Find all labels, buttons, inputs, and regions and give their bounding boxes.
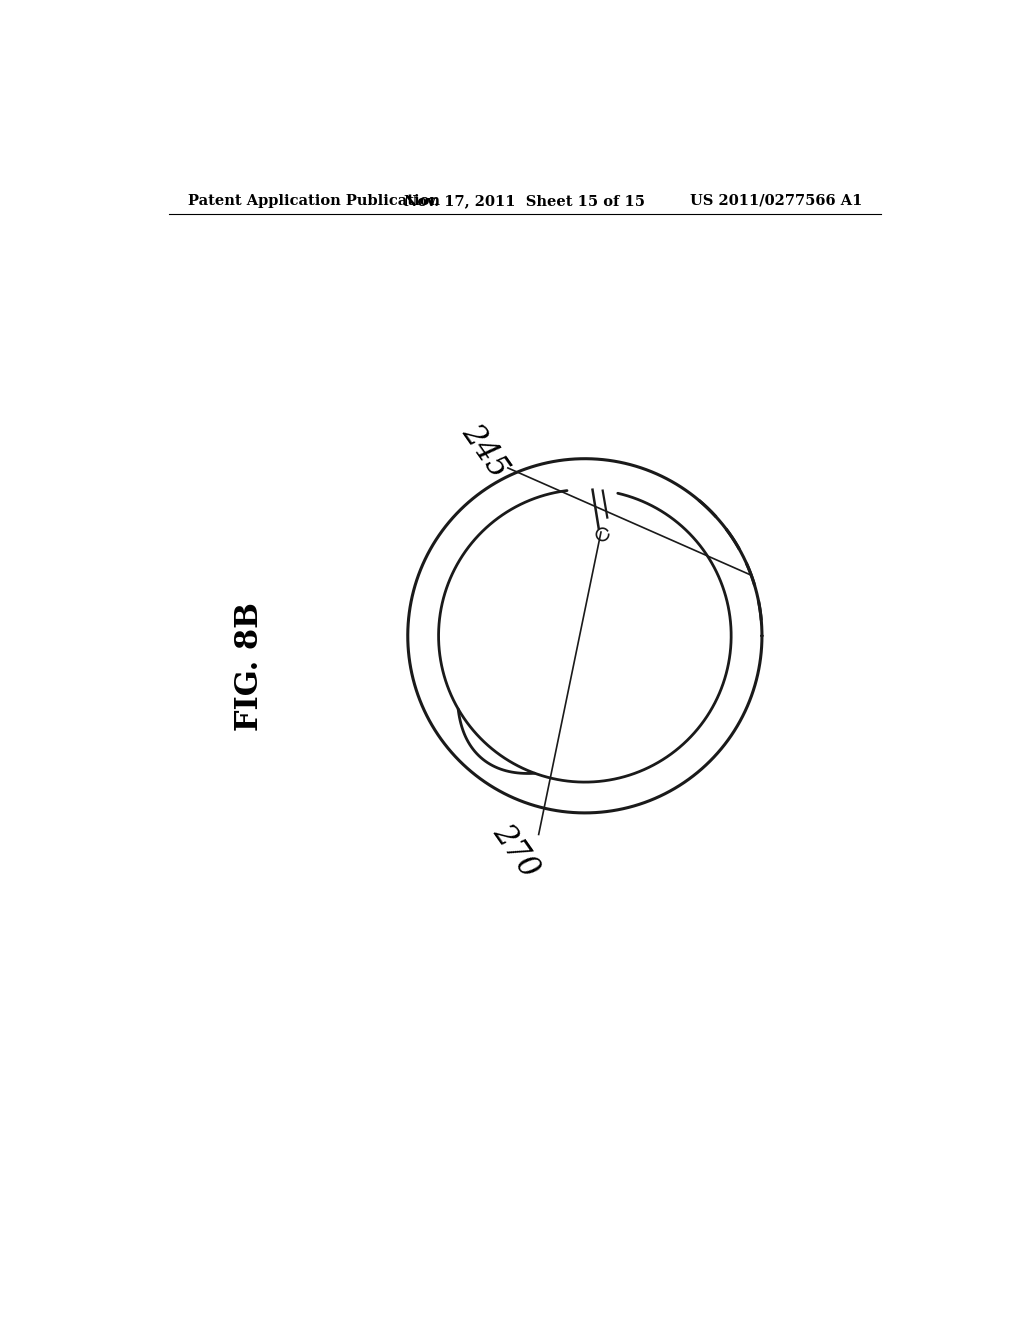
Text: US 2011/0277566 A1: US 2011/0277566 A1: [690, 194, 862, 207]
Text: FIG. 8B: FIG. 8B: [234, 602, 265, 731]
Text: 245: 245: [456, 418, 514, 483]
Text: 270: 270: [486, 818, 545, 884]
Text: Patent Application Publication: Patent Application Publication: [188, 194, 440, 207]
Text: Nov. 17, 2011  Sheet 15 of 15: Nov. 17, 2011 Sheet 15 of 15: [404, 194, 645, 207]
